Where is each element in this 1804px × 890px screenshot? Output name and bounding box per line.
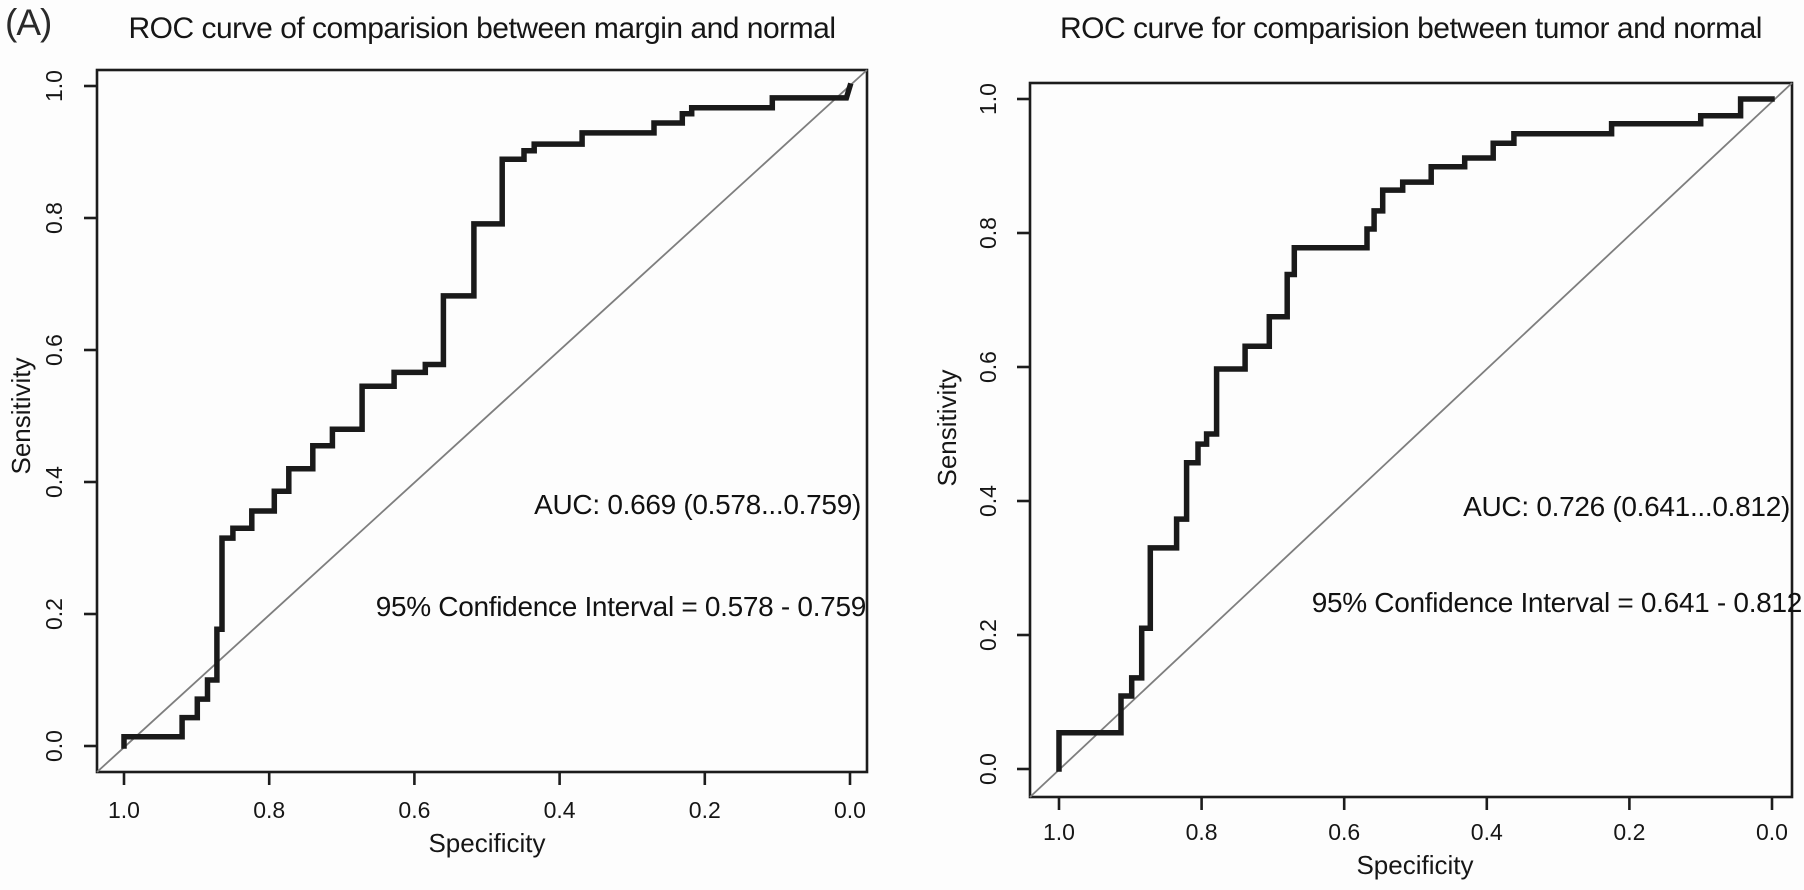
plot-area: 1.0 0.8 0.6 0.4 0.2 0.0 0.0 0.2 0.4 0.6 0.8 1.0 (41, 68, 869, 823)
x-axis-label: Specificity (428, 828, 545, 858)
plot-frame (95, 68, 869, 774)
y-tick-label: 1.0 (975, 83, 1001, 115)
x-tick-label: 1.0 (108, 797, 140, 823)
x-tick-label: 0.0 (1756, 819, 1788, 845)
roc-chart-margin-vs-normal: 1.0 0.8 0.6 0.4 0.2 0.0 0.0 0.2 0.4 0.6 0.8 1.0 ROC… (6, 12, 869, 858)
plot-area: 1.0 0.8 0.6 0.4 0.2 0.0 0.0 0.2 0.4 0.6 0.8 1.0 (975, 81, 1794, 845)
roc-curve (121, 82, 854, 749)
y-tick-label: 0.4 (975, 485, 1001, 517)
confidence-interval-annotation: 95% Confidence Interval = 0.578 - 0.759 (376, 591, 866, 622)
x-tick-label: 0.8 (1186, 819, 1218, 845)
auc-annotation: AUC: 0.669 (0.578...0.759) (534, 489, 861, 520)
x-tick-label: 0.4 (544, 797, 576, 823)
x-tick-label: 0.4 (1471, 819, 1503, 845)
y-tick-label: 0.8 (41, 202, 67, 234)
y-tick-label: 0.6 (41, 334, 67, 366)
x-axis-label: Specificity (1356, 850, 1473, 880)
chart-title: ROC curve of comparision between margin … (129, 12, 836, 45)
x-tick-label: 0.2 (1613, 819, 1645, 845)
panel-label: (A) (5, 2, 52, 43)
y-tick-label: 0.0 (41, 730, 67, 762)
x-tick-label: 0.6 (1328, 819, 1360, 845)
y-tick-label: 0.4 (41, 466, 67, 498)
x-tick-label: 0.6 (398, 797, 430, 823)
auc-annotation: AUC: 0.726 (0.641...0.812) (1463, 491, 1790, 522)
y-tick-label: 0.0 (975, 753, 1001, 785)
y-tick-label: 0.2 (975, 619, 1001, 651)
y-tick-label: 0.6 (975, 351, 1001, 383)
y-tick-label: 0.2 (41, 598, 67, 630)
x-tick-label: 0.0 (834, 797, 866, 823)
confidence-interval-annotation: 95% Confidence Interval = 0.641 - 0.812 (1312, 587, 1802, 618)
x-tick-label: 0.8 (253, 797, 285, 823)
y-axis-label: Sensitivity (932, 369, 962, 486)
y-tick-label: 1.0 (41, 70, 67, 102)
x-tick-label: 0.2 (689, 797, 721, 823)
chance-diagonal-line (96, 69, 868, 773)
y-axis-label: Sensitivity (6, 357, 36, 474)
x-tick-label: 1.0 (1043, 819, 1075, 845)
plot-frame (1028, 81, 1794, 799)
roc-curve (1056, 96, 1775, 772)
chart-title: ROC curve for comparision between tumor … (1060, 12, 1762, 45)
y-tick-label: 0.8 (975, 217, 1001, 249)
chance-diagonal-line (1029, 82, 1793, 798)
roc-chart-tumor-vs-normal: 1.0 0.8 0.6 0.4 0.2 0.0 0.0 0.2 0.4 0.6 0.8 1.0 ROC… (932, 12, 1802, 880)
